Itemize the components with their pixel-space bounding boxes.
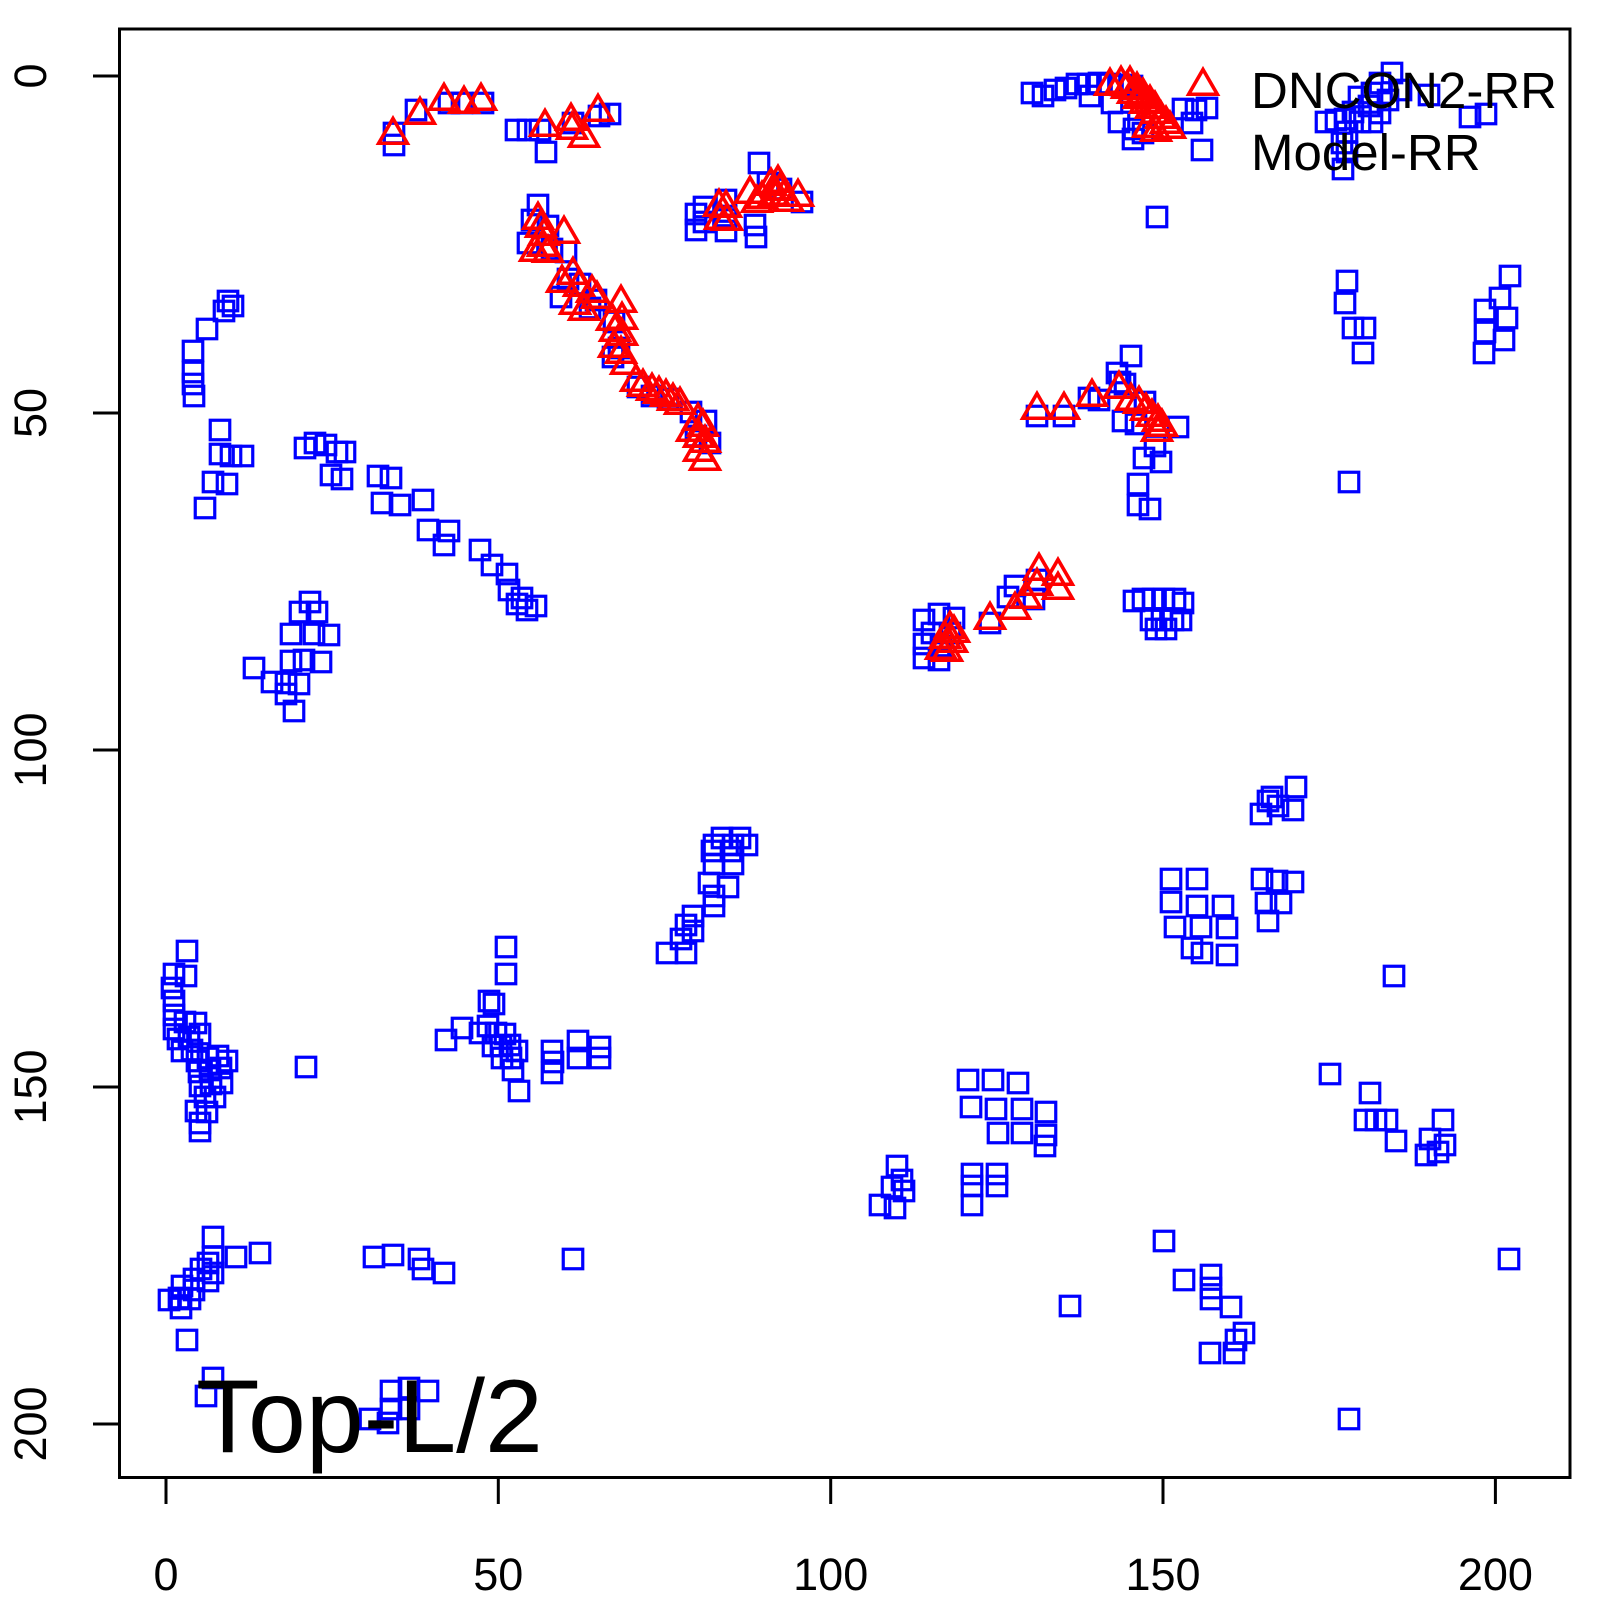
svg-text:100: 100: [793, 1549, 868, 1600]
svg-text:50: 50: [5, 388, 56, 438]
svg-text:50: 50: [473, 1549, 523, 1600]
svg-text:150: 150: [1125, 1549, 1200, 1600]
svg-text:150: 150: [5, 1049, 56, 1124]
svg-text:0: 0: [5, 63, 56, 88]
svg-text:100: 100: [5, 712, 56, 787]
svg-text:200: 200: [1458, 1549, 1533, 1600]
svg-text:200: 200: [5, 1386, 56, 1461]
svg-text:0: 0: [153, 1549, 178, 1600]
svg-text:Model-RR: Model-RR: [1251, 124, 1481, 181]
svg-text:DNCON2-RR: DNCON2-RR: [1251, 62, 1557, 119]
svg-text:Top-L/2: Top-L/2: [196, 1359, 543, 1475]
